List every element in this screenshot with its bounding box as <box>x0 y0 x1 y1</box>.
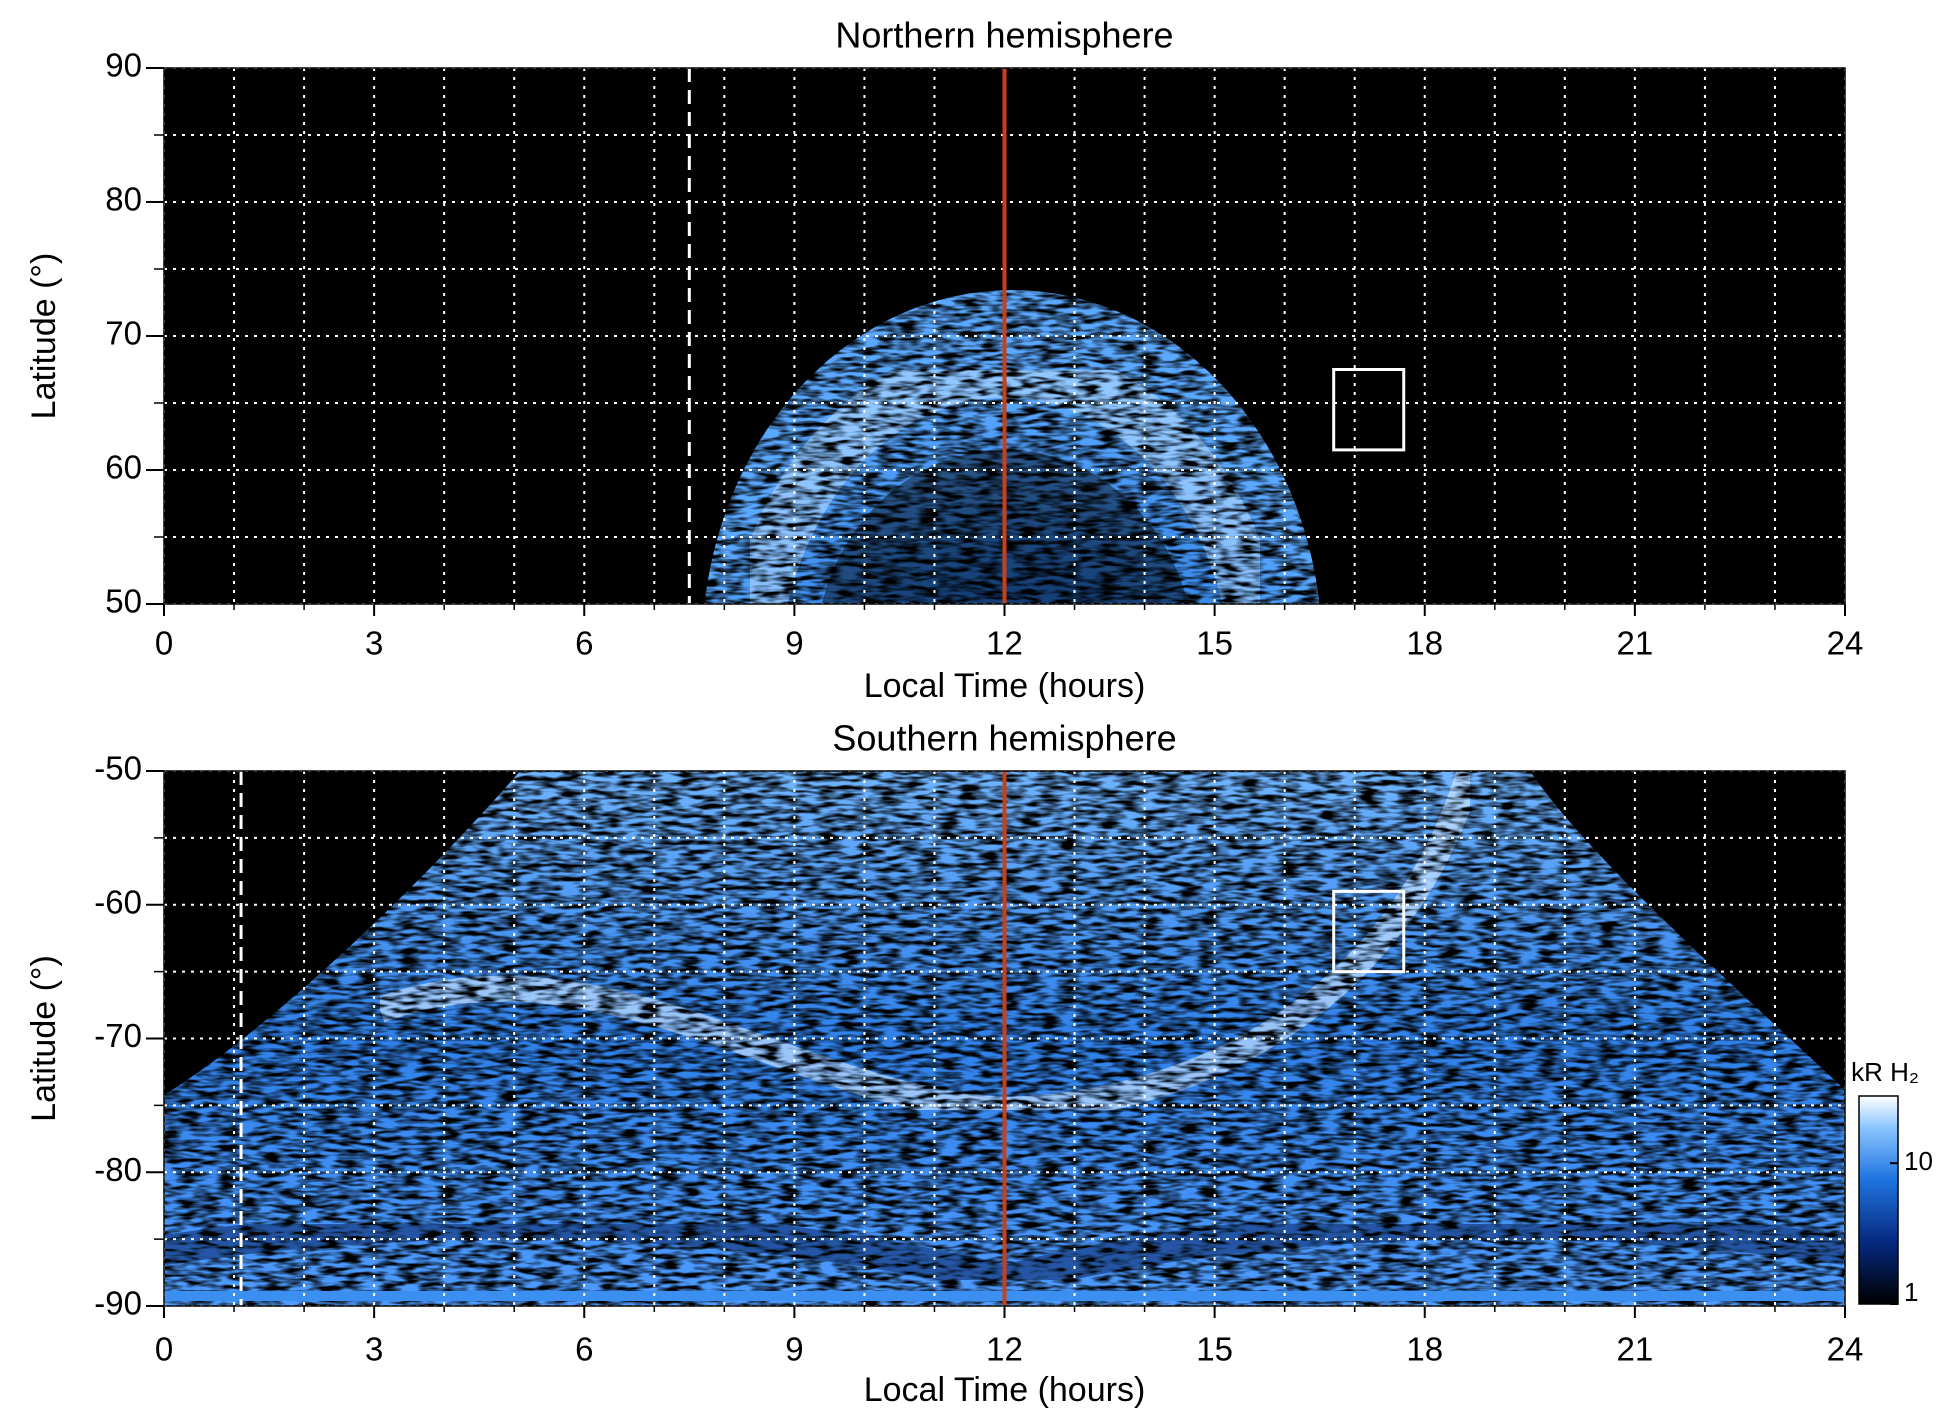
x-tick-label: 18 <box>1406 625 1443 662</box>
y-tick-label: -50 <box>94 750 142 787</box>
x-tick-label: 3 <box>365 1331 383 1368</box>
x-tick-label: 24 <box>1827 625 1864 662</box>
x-tick-label: 21 <box>1617 1331 1654 1368</box>
y-tick-label: -80 <box>94 1151 142 1188</box>
region-box <box>1332 889 1406 974</box>
y-axis-label: Latitude (°) <box>25 955 63 1122</box>
x-tick-label: 0 <box>155 625 173 662</box>
x-tick-label: 15 <box>1196 625 1233 662</box>
x-tick-label: 9 <box>785 625 803 662</box>
x-tick-label: 0 <box>155 1331 173 1368</box>
y-tick-label: 50 <box>105 583 142 620</box>
x-tick-label: 15 <box>1196 1331 1233 1368</box>
plot-frame <box>163 67 1846 605</box>
y-tick-label: 60 <box>105 449 142 486</box>
x-tick-label: 9 <box>785 1331 803 1368</box>
colorbar-label: kR H₂ <box>1851 1057 1919 1087</box>
colorbar-tick-label: 10 <box>1904 1146 1933 1176</box>
x-tick-label: 3 <box>365 625 383 662</box>
y-tick-label: -90 <box>94 1285 142 1322</box>
region-box <box>1332 368 1406 452</box>
colorbar-tick-label: 1 <box>1904 1277 1918 1307</box>
x-tick-label: 24 <box>1827 1331 1864 1368</box>
chart-title: Southern hemisphere <box>832 718 1176 759</box>
y-tick-label: 70 <box>105 315 142 352</box>
chart-title: Northern hemisphere <box>835 15 1173 56</box>
plot-frame <box>163 770 1846 1307</box>
x-tick-label: 18 <box>1406 1331 1443 1368</box>
y-axis-label: Latitude (°) <box>25 253 63 420</box>
x-tick-label: 6 <box>575 1331 593 1368</box>
y-tick-label: -60 <box>94 883 142 920</box>
colorbar <box>1858 1095 1899 1305</box>
y-tick-label: -70 <box>94 1017 142 1054</box>
x-tick-label: 21 <box>1617 625 1654 662</box>
x-tick-label: 6 <box>575 625 593 662</box>
y-tick-label: 80 <box>105 181 142 218</box>
x-axis-label: Local Time (hours) <box>864 1371 1146 1409</box>
x-tick-label: 12 <box>986 625 1023 662</box>
x-tick-label: 12 <box>986 1331 1023 1368</box>
x-axis-label: Local Time (hours) <box>864 667 1146 705</box>
y-tick-label: 90 <box>105 47 142 84</box>
